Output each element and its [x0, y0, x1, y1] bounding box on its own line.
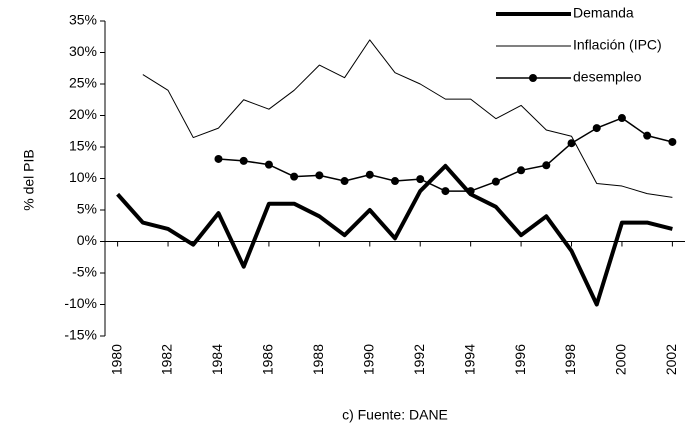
y-tick-label: 5%: [77, 201, 97, 217]
point: [214, 154, 223, 163]
point: [643, 131, 652, 140]
y-tick-label: 30%: [69, 43, 97, 59]
x-tick-label: 1988: [310, 344, 326, 375]
point: [365, 170, 374, 179]
y-tick-label: 10%: [69, 169, 97, 185]
point: [542, 161, 551, 170]
y-axis-label: % del PIB: [21, 149, 37, 210]
x-tick-label: 1992: [411, 344, 427, 375]
x-tick-label: 1984: [209, 344, 225, 375]
x-tick-label: 1982: [159, 344, 175, 375]
y-tick-label: -5%: [72, 264, 97, 280]
y-tick-label: 25%: [69, 75, 97, 91]
point: [517, 166, 526, 175]
point: [315, 171, 324, 180]
point: [592, 124, 601, 133]
x-axis-label: c) Fuente: DANE: [342, 407, 448, 423]
series-line: [142, 39, 673, 198]
x-tick-label: 1998: [562, 344, 578, 375]
x-tick-label: 1990: [360, 344, 376, 375]
point: [491, 177, 500, 186]
point: [416, 175, 425, 184]
point: [264, 160, 273, 169]
legend-label: Demanda: [573, 5, 634, 21]
point: [290, 172, 299, 181]
y-tick-label: -10%: [64, 295, 97, 311]
x-tick-label: 1986: [260, 344, 276, 375]
point: [340, 177, 349, 186]
point: [567, 139, 576, 148]
point: [668, 137, 677, 146]
legend-label: desempleo: [573, 69, 642, 85]
point: [441, 187, 450, 196]
x-tick-label: 2002: [663, 344, 679, 375]
point: [391, 177, 399, 186]
legend-marker: [529, 74, 537, 82]
x-tick-label: 1996: [512, 344, 528, 375]
y-tick-label: -15%: [64, 327, 97, 343]
x-tick-label: 1980: [108, 344, 124, 375]
y-tick-label: 0%: [77, 232, 97, 248]
y-tick-label: 35%: [69, 12, 97, 28]
point: [617, 114, 626, 123]
series-line: [218, 117, 673, 192]
y-tick-label: 20%: [69, 106, 97, 122]
point: [466, 187, 475, 196]
x-tick-label: 1994: [461, 344, 477, 375]
point: [239, 156, 248, 165]
series-line: [116, 163, 673, 307]
x-tick-label: 2000: [613, 344, 629, 375]
legend-label: Inflación (IPC): [573, 37, 662, 53]
y-tick-label: 15%: [69, 138, 97, 154]
